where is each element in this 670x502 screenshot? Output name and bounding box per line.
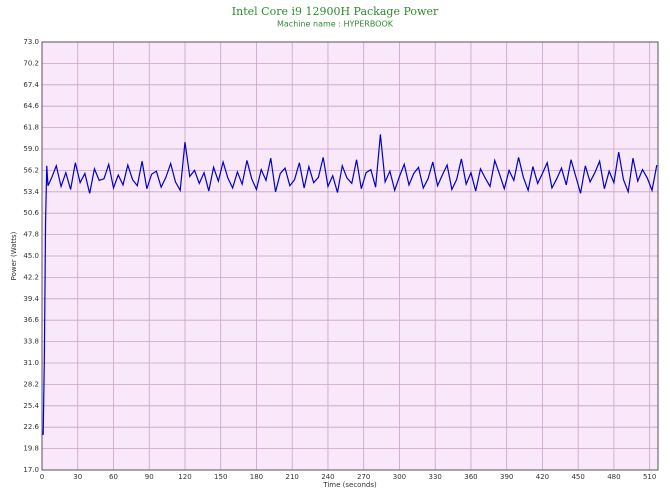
x-tick-label: 210	[286, 473, 299, 481]
x-tick-label: 150	[214, 473, 227, 481]
y-tick-label: 50.6	[23, 209, 39, 217]
y-tick-label: 70.2	[23, 59, 39, 67]
chart-subtitle: Machine name : HYPERBOOK	[277, 20, 394, 29]
x-tick-label: 30	[73, 473, 82, 481]
x-tick-label: 60	[109, 473, 118, 481]
x-tick-label: 390	[500, 473, 513, 481]
y-tick-label: 64.6	[23, 102, 39, 110]
y-tick-label: 25.4	[23, 402, 39, 410]
y-tick-label: 45.0	[23, 252, 39, 260]
y-tick-label: 73.0	[23, 38, 39, 46]
x-tick-label: 420	[536, 473, 549, 481]
x-tick-label: 510	[643, 473, 656, 481]
chart-title: Intel Core i9 12900H Package Power	[232, 5, 439, 18]
y-tick-label: 36.6	[23, 316, 39, 324]
y-axis-label: Power (Watts)	[10, 231, 18, 280]
y-tick-label: 39.4	[23, 295, 39, 303]
x-tick-label: 240	[321, 473, 334, 481]
x-tick-label: 90	[145, 473, 154, 481]
x-tick-label: 120	[178, 473, 191, 481]
x-tick-label: 270	[357, 473, 370, 481]
x-tick-label: 180	[250, 473, 263, 481]
x-tick-label: 330	[429, 473, 442, 481]
y-tick-label: 67.4	[23, 81, 39, 89]
y-tick-label: 22.6	[23, 423, 39, 431]
y-tick-label: 31.0	[23, 359, 39, 367]
y-tick-label: 28.2	[23, 380, 39, 388]
y-tick-label: 19.8	[23, 445, 39, 453]
x-tick-label: 480	[607, 473, 620, 481]
plot-border	[41, 41, 659, 471]
y-tick-label: 47.8	[23, 231, 39, 239]
power-line	[41, 134, 658, 436]
y-tick-label: 61.8	[23, 124, 39, 132]
x-tick-label: 450	[571, 473, 584, 481]
y-tick-label: 53.4	[23, 188, 39, 196]
y-tick-label: 33.8	[23, 338, 39, 346]
x-tick-label: 300	[393, 473, 406, 481]
x-tick-label: 360	[464, 473, 477, 481]
y-tick-label: 42.2	[23, 273, 39, 281]
y-tick-label: 56.2	[23, 166, 39, 174]
x-axis-label: Time (seconds)	[322, 481, 377, 489]
y-tick-label: 17.0	[23, 466, 39, 474]
x-tick-label: 0	[40, 473, 44, 481]
y-tick-label: 59.0	[23, 145, 39, 153]
